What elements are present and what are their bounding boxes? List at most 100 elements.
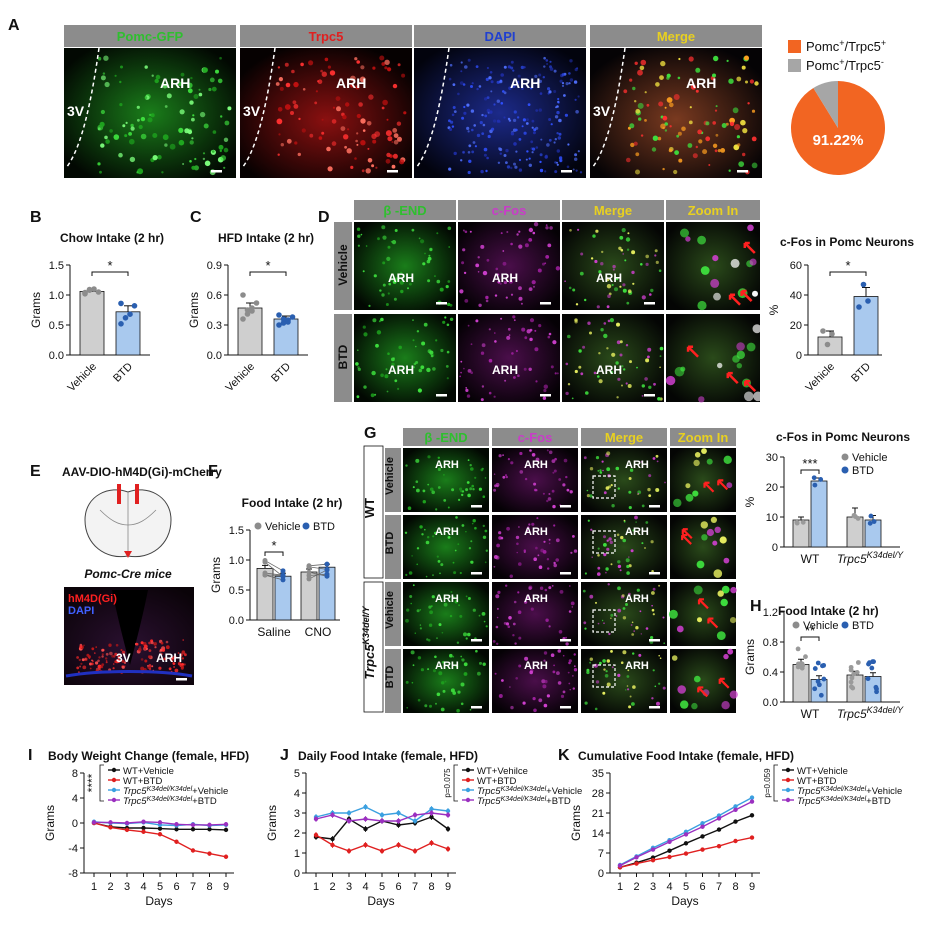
cell-dot [558, 118, 562, 123]
cell-dot [399, 159, 405, 165]
data-point [124, 827, 130, 833]
cell-dot [518, 562, 522, 566]
red-arrow [697, 686, 709, 698]
cell-dot [470, 109, 475, 113]
cell-dot [556, 372, 559, 375]
data-point [749, 795, 755, 800]
red-arrow [740, 289, 753, 302]
cell-dot [695, 145, 698, 149]
cell-dot [291, 69, 295, 74]
panel-g-row-label-bg [385, 649, 401, 713]
cell-dot [416, 563, 419, 566]
cell-dot [606, 547, 610, 551]
cell-dot [558, 630, 563, 634]
cell-dot [223, 166, 226, 169]
data-point [240, 316, 246, 322]
red-arrow [726, 371, 739, 385]
significance-bracket [264, 551, 284, 556]
panel-e-legend-dapi: DAPI [68, 605, 94, 617]
cell-dot [554, 161, 557, 164]
cell-dot [644, 91, 647, 94]
cell-dot [695, 89, 699, 93]
cell-dot [181, 657, 185, 660]
cell-dot [448, 119, 451, 123]
cell-dot [432, 367, 436, 371]
cell-dot [105, 139, 110, 144]
y-tick-label: 60 [790, 260, 802, 272]
cell-dot [174, 668, 179, 673]
cell-dot [690, 84, 697, 90]
cell-dot [117, 655, 121, 659]
cell-dot [223, 147, 229, 153]
cell-dot [294, 141, 298, 145]
cell-dot [589, 661, 591, 664]
cell-dot [651, 147, 657, 152]
cell-dot [472, 608, 476, 612]
cell-dot [453, 110, 457, 113]
cell-dot [620, 661, 624, 664]
cell-dot [104, 135, 108, 140]
data-point [157, 832, 163, 837]
cell-dot [619, 569, 622, 572]
data-point [749, 799, 755, 804]
cell-dot [466, 126, 470, 130]
cell-dot [421, 533, 424, 536]
cell-dot [601, 619, 604, 622]
cell-dot [459, 81, 464, 85]
cell-dot [630, 142, 635, 148]
cell-dot [363, 385, 367, 389]
panel-g-image [403, 582, 489, 646]
scale-bar [560, 639, 571, 642]
data-point [262, 559, 268, 565]
x-tick-label: BTD [111, 361, 135, 385]
pie-center-label: 91.22% [813, 132, 864, 149]
cell-dot [559, 79, 563, 83]
data-point [617, 863, 623, 868]
data-point [850, 685, 856, 691]
data-point [700, 847, 705, 852]
cell-dot [412, 319, 414, 321]
cell-dot [647, 487, 651, 492]
cell-dot [516, 233, 519, 236]
legend-label: Trpc5K34del/K34del+Vehicle [477, 786, 582, 798]
panel-d-header-0-bg [354, 200, 456, 220]
cell-dot [564, 280, 566, 283]
cell-dot [391, 362, 395, 366]
cell-dot [526, 150, 529, 153]
cell-dot [478, 303, 482, 307]
cell-dot [564, 113, 569, 117]
data-point [396, 842, 401, 848]
cell-dot [533, 285, 535, 288]
cell-dot [332, 106, 336, 109]
cell-dot [575, 303, 579, 306]
panel-letter-J: J [280, 747, 289, 764]
cell-dot [482, 535, 487, 539]
cell-dot [160, 653, 163, 656]
cell-dot [326, 146, 331, 152]
cell-dot [637, 492, 640, 495]
cell-dot [585, 391, 589, 395]
cell-dot [400, 271, 403, 274]
data-point [118, 321, 124, 327]
cell-dot [360, 118, 366, 124]
legend-marker [465, 767, 471, 773]
cell-dot [584, 572, 588, 575]
cell-dot [723, 455, 732, 464]
arh-label: ARH [524, 660, 548, 672]
injection-site [124, 551, 132, 558]
bar-vehicle [79, 290, 105, 356]
x-tick-label: 1 [617, 881, 623, 893]
arh-label: ARH [492, 271, 518, 285]
cell-dot [545, 226, 549, 230]
cell-dot [393, 139, 399, 145]
cell-dot [426, 367, 431, 373]
cell-dot [534, 347, 539, 352]
cell-dot [543, 540, 546, 543]
cell-dot [611, 666, 614, 669]
data-point [313, 832, 319, 838]
x-group-label: WT [801, 707, 820, 721]
scale-bar [737, 170, 748, 173]
cell-dot [631, 270, 635, 275]
cell-dot [79, 665, 82, 668]
cell-dot [546, 63, 549, 65]
